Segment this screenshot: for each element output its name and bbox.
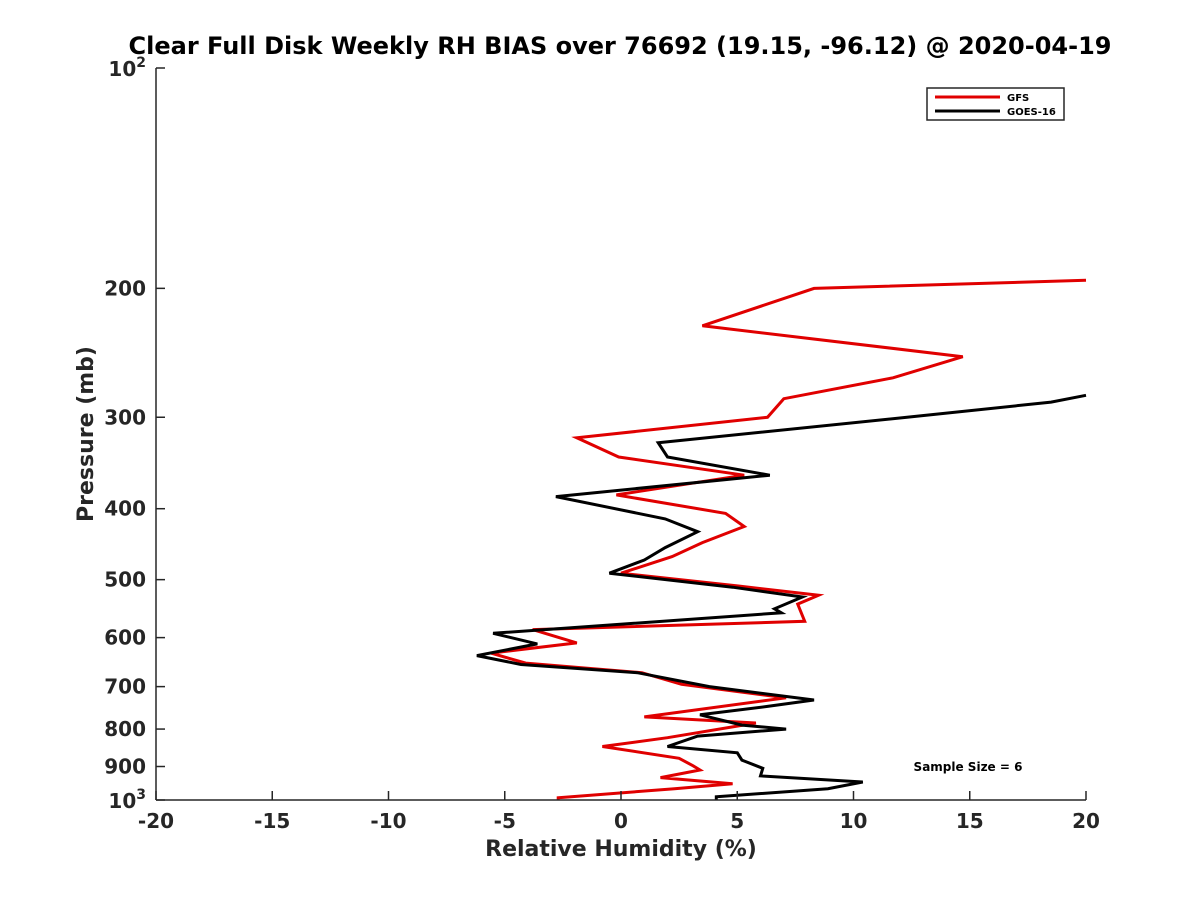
x-tick-label: 20 <box>1072 809 1100 833</box>
x-tick-label: 15 <box>956 809 984 833</box>
x-tick-label: -15 <box>254 809 290 833</box>
y-tick-label: 700 <box>104 675 146 699</box>
y-axis-label: Pressure (mb) <box>74 346 99 522</box>
y-tick-label: 800 <box>104 717 146 741</box>
y-tick-label: 500 <box>104 568 146 592</box>
legend-entry-label: GFS <box>1007 93 1029 104</box>
y-tick-label: 200 <box>104 276 146 300</box>
series-layer <box>476 278 1087 800</box>
y-ticks: 200 300 400 500 600 700 800 900 102 103 <box>104 55 165 813</box>
y-tick-label: 600 <box>104 626 146 650</box>
x-tick-label: -10 <box>370 809 406 833</box>
legend-box <box>926 87 1065 121</box>
x-tick-label: -5 <box>494 809 516 833</box>
series-line-goes-16 <box>476 393 1087 800</box>
y-tick-label: 300 <box>104 405 146 429</box>
x-axis-label: Relative Humidity (%) <box>485 837 757 862</box>
y-tick-label-power: 102 <box>108 55 146 81</box>
x-tick-label: 5 <box>730 809 744 833</box>
series-line-gfs <box>490 278 1087 800</box>
x-tick-label: 0 <box>614 809 628 833</box>
legend: GFS GOES-16 <box>926 87 1065 121</box>
y-tick-label-power: 103 <box>108 787 146 813</box>
legend-entry-label: GOES-16 <box>1007 107 1056 118</box>
y-tick-label: 400 <box>104 497 146 521</box>
x-ticks: -20 -15 -10 -5 0 5 10 15 20 <box>138 791 1100 833</box>
x-tick-label: 10 <box>840 809 868 833</box>
x-tick-label: -20 <box>138 809 174 833</box>
y-tick-label: 900 <box>104 755 146 779</box>
sample-size-annotation: Sample Size = 6 <box>914 760 1023 774</box>
chart-title: Clear Full Disk Weekly RH BIAS over 7669… <box>129 32 1112 60</box>
